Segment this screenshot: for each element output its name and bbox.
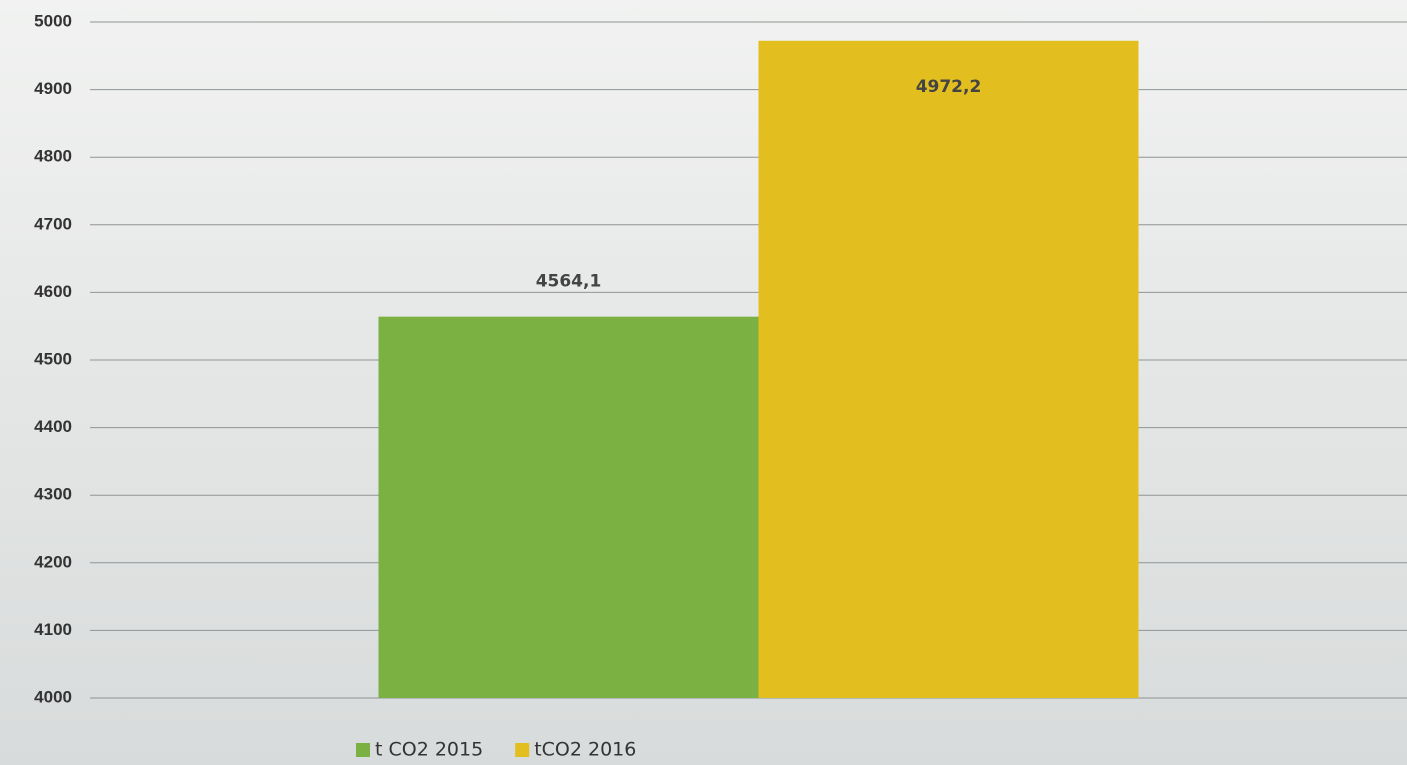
y-tick-label: 4100	[34, 620, 72, 639]
y-tick-label: 4400	[34, 417, 72, 436]
legend-swatch	[356, 743, 370, 757]
value-label: 4972,2	[916, 77, 982, 97]
y-tick-label: 4200	[34, 552, 72, 571]
bar	[758, 40, 1139, 699]
y-tick-label: 4800	[34, 147, 72, 166]
legend-swatch	[515, 743, 530, 757]
y-tick-label: 4300	[34, 485, 72, 504]
y-tick-label: 4500	[34, 349, 72, 368]
y-tick-label: 4700	[34, 214, 72, 233]
y-tick-label: 4000	[34, 687, 72, 706]
bar	[378, 316, 759, 698]
value-label: 4564,1	[536, 272, 602, 292]
legend-label: tCO2 2016	[534, 739, 636, 761]
y-tick-label: 4600	[34, 282, 72, 301]
y-tick-label: 5000	[34, 11, 72, 30]
legend-label: t CO2 2015	[375, 739, 483, 761]
y-tick-label: 4900	[34, 79, 72, 98]
